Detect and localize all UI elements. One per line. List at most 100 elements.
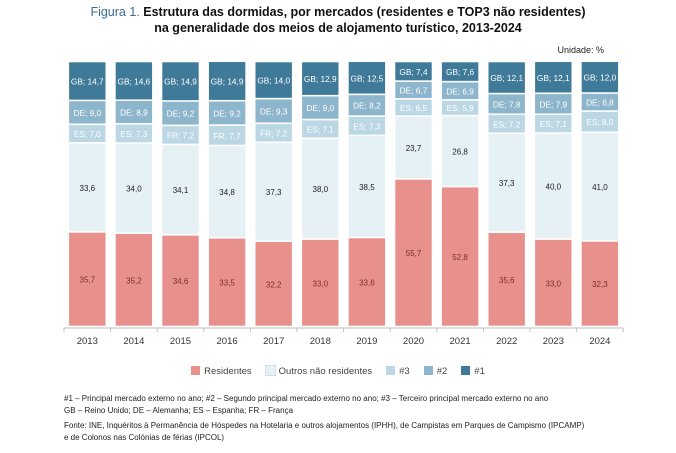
data-label: GB; 7,4: [399, 67, 428, 77]
bar-n1-2015: [161, 61, 200, 101]
bar-residentes-2013: [68, 232, 107, 327]
legend-label: Residentes: [204, 366, 252, 377]
x-tick-label: 2017: [263, 336, 284, 347]
data-label: DE; 8,2: [353, 101, 381, 111]
x-tick-label: 2023: [543, 336, 564, 347]
x-tick-label: 2013: [77, 336, 98, 347]
bar-n3-2024: [581, 111, 619, 133]
bar-residentes-2020: [394, 179, 433, 327]
data-label: GB; 12,5: [351, 73, 384, 83]
bar-n3-2023: [534, 114, 573, 133]
figure-label: Figura 1.: [90, 5, 140, 19]
legend-label: #3: [399, 366, 410, 377]
bar-n1-2017: [254, 61, 293, 99]
bar-residentes-2023: [534, 239, 573, 327]
bar-n2-2021: [441, 81, 479, 100]
data-label: ES; 5,9: [446, 103, 474, 113]
bar-outros-n-o-residentes-2022: [487, 133, 526, 232]
data-label: ES; 7,3: [353, 121, 381, 131]
data-label: 40,0: [546, 183, 562, 192]
bar-residentes-2014: [115, 233, 153, 327]
bar-outros-n-o-residentes-2021: [441, 115, 479, 187]
x-tick-label: 2019: [356, 336, 377, 347]
legend-swatch: [423, 366, 433, 375]
bar-n2-2023: [534, 93, 573, 115]
data-label: DE; 7,9: [539, 99, 567, 109]
title-line-2: na generalidade dos meios de alojamento …: [154, 21, 522, 35]
bar-residentes-2021: [441, 186, 479, 327]
bar-residentes-2024: [581, 241, 619, 327]
x-tick-label: 2018: [310, 336, 331, 347]
chart-title: Figura 1. Estrutura das dormidas, por me…: [0, 4, 676, 36]
x-tick-label: 2022: [496, 336, 517, 347]
data-label: 37,3: [266, 188, 282, 197]
data-label: DE; 9,0: [306, 103, 334, 113]
bar-outros-n-o-residentes-2013: [68, 143, 107, 232]
legend-label: #1: [474, 366, 485, 377]
data-label: FR; 7,2: [167, 130, 195, 140]
legend-swatch: [191, 366, 201, 375]
data-label: ES; 7,0: [74, 129, 102, 139]
data-label: 34,8: [219, 188, 235, 197]
legend-swatch: [461, 366, 471, 375]
bar-n1-2013: [68, 61, 107, 101]
data-label: GB; 14,9: [211, 76, 244, 86]
bar-n1-2016: [208, 61, 246, 101]
data-label: DE; 9,3: [260, 106, 288, 116]
data-label: DE; 7,8: [493, 99, 521, 109]
bar-n1-2022: [487, 61, 526, 94]
data-label: DE; 9,2: [213, 108, 241, 118]
data-label: 26,8: [452, 148, 468, 157]
data-label: 38,5: [359, 183, 375, 192]
data-label: 41,0: [592, 183, 608, 192]
bar-n2-2013: [68, 100, 107, 125]
bar-residentes-2016: [208, 237, 246, 327]
data-label: GB; 14,0: [257, 76, 290, 86]
bar-n1-2021: [441, 61, 479, 82]
x-tick-label: 2014: [123, 336, 144, 347]
data-label: ES; 7,3: [120, 129, 148, 139]
data-label: DE; 9,2: [167, 109, 195, 119]
data-label: 55,7: [406, 249, 422, 258]
data-label: GB; 7,6: [446, 67, 475, 77]
title-line-1: Estrutura das dormidas, por mercados (re…: [143, 5, 586, 19]
bar-outros-n-o-residentes-2023: [534, 133, 573, 239]
legend-label: #2: [436, 366, 448, 377]
data-label: GB; 12,0: [584, 73, 617, 83]
data-label: DE; 6,8: [586, 98, 614, 108]
note-source: Fonte: INE, Inquéritos à Permanência de …: [64, 421, 585, 442]
data-label: 34,1: [173, 186, 189, 195]
legend-label: Outros não residentes: [278, 366, 373, 377]
bar-n3-2022: [487, 114, 526, 134]
bar-n3-2016: [208, 125, 246, 146]
data-label: GB; 12,9: [304, 74, 337, 84]
bar-n3-2017: [254, 123, 293, 143]
data-label: 23,7: [406, 144, 422, 153]
data-label: 33,6: [359, 278, 375, 287]
data-label: FR; 7,7: [213, 131, 241, 141]
data-label: 35,6: [499, 276, 515, 285]
bar-outros-n-o-residentes-2017: [254, 142, 293, 241]
bar-outros-n-o-residentes-2015: [161, 144, 200, 235]
bar-n2-2022: [487, 93, 526, 115]
data-label: GB; 14,9: [164, 77, 197, 87]
bar-n2-2024: [581, 93, 619, 111]
data-label: FR; 7,2: [260, 128, 288, 138]
data-label: GB; 12,1: [490, 73, 523, 83]
x-tick-label: 2015: [170, 336, 191, 347]
data-label: ES; 7,1: [540, 119, 568, 129]
legend-item: #3: [386, 366, 410, 377]
bar-n1-2023: [534, 61, 573, 94]
unit-label: Unidade: %: [557, 45, 604, 55]
stacked-bar-chart: 35,7 33,6 ES; 7,0 DE; 9,0 GB; 14,7 2013 35,2 34…: [63, 61, 624, 347]
bar-residentes-2015: [161, 235, 200, 327]
data-label: 33,5: [219, 279, 235, 288]
data-label: 33,0: [313, 279, 329, 288]
bar-n1-2019: [348, 61, 386, 95]
bar-n2-2016: [208, 100, 246, 125]
data-label: 32,2: [266, 280, 282, 289]
data-label: 35,2: [126, 276, 142, 285]
legend: Residentes Outros não residentes #3 #2 #1: [0, 365, 676, 377]
bar-outros-n-o-residentes-2016: [208, 145, 246, 238]
legend-swatch: [264, 365, 276, 376]
